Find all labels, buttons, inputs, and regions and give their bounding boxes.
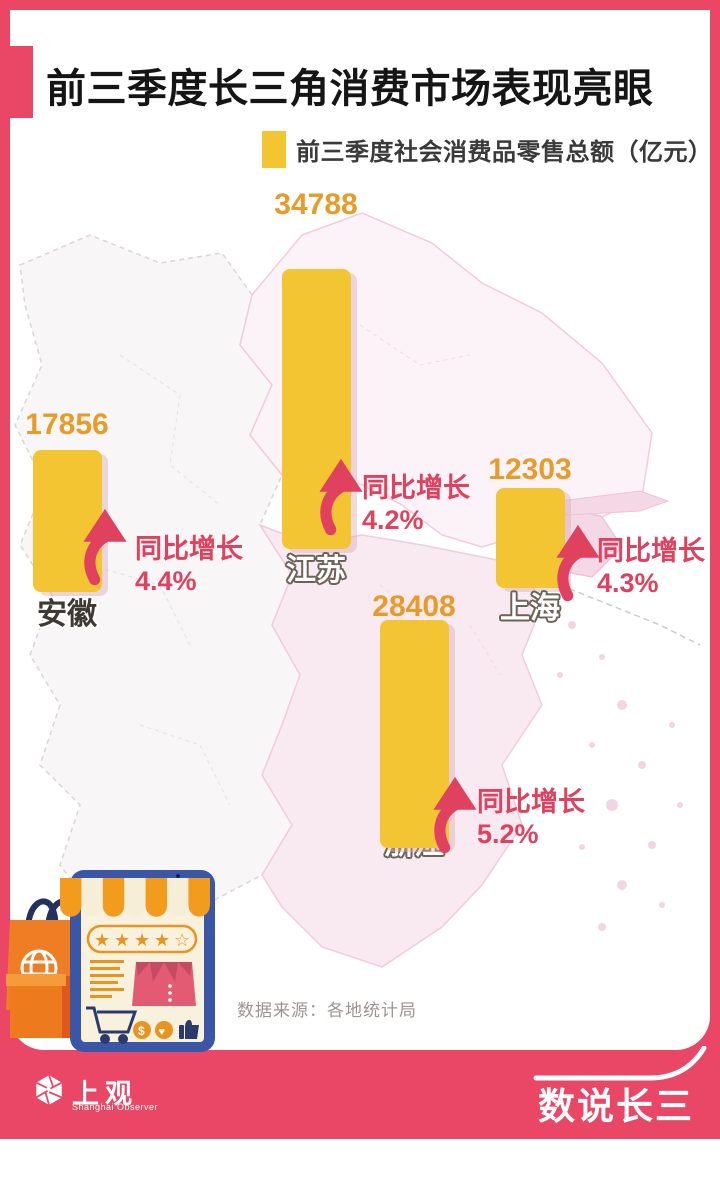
map-island-chongming [559,490,670,516]
growth-percent: 5.2% [477,819,539,849]
svg-text:☆: ☆ [174,930,190,950]
shirt-icon [132,962,196,1006]
bar-jiangsu [282,269,351,549]
svg-text:♥: ♥ [159,1026,166,1038]
title-accent-bar [10,46,33,118]
growth-arrow-icon [433,776,477,854]
series-title: 数说长三角 [538,1087,694,1182]
svg-text:★: ★ [94,930,110,950]
svg-text:★: ★ [114,930,130,950]
growth-label: 同比增长 [362,473,470,503]
region-jiangsu: 34788 江苏 同比增长 4.2% [274,188,470,587]
page-title: 前三季度长三角消费市场表现亮眼 [46,67,654,111]
dollar-coin-icon: $ [133,1021,151,1039]
growth-percent: 4.2% [362,505,424,535]
growth-label: 同比增长 [135,534,243,564]
growth-text: 同比增长 4.4% [135,533,243,597]
province-label: 安徽 [37,598,97,631]
star-rating-icon: ★ ★ ★ ★ ☆ [86,924,198,954]
growth-text: 同比增长 4.3% [597,535,705,599]
growth-percent: 4.3% [597,568,659,598]
growth-text: 同比增长 5.2% [477,786,585,850]
data-source: 数据来源：各地统计局 [237,1001,417,1020]
province-label: 江苏 [286,554,346,587]
infographic-page: 前三季度长三角消费市场表现亮眼 前三季度社会消费品零售总额（亿元） 17856 … [0,0,720,1139]
map-internal-borders-gray [89,354,231,806]
legend-label: 前三季度社会消费品零售总额（亿元） [296,138,713,166]
logo-chinese-name: 上观 [72,1079,138,1109]
value-label: 17856 [25,408,109,441]
svg-text:★: ★ [154,930,170,950]
text-lines-icon [90,960,124,998]
province-label: 上海 [500,592,560,625]
value-label: 12303 [488,453,572,486]
heart-icon: ♥ [155,1021,173,1039]
growth-arrow-icon [83,508,127,586]
map-islands [557,621,683,931]
footer-decorative-curve [533,1046,707,1081]
logo-english-name: Shanghai Observer [72,1102,159,1112]
map-coastline-dashes [559,584,701,646]
bar-zhejiang [380,620,449,848]
value-label: 34788 [274,188,358,221]
growth-arrow-icon [319,458,363,536]
region-anhui: 17856 安徽 同比增长 4.4% [25,408,243,631]
svg-text:★: ★ [134,930,150,950]
legend: 前三季度社会消费品零售总额（亿元） [262,129,713,169]
shopping-cart-icon [86,1006,138,1044]
svg-text:$: $ [138,1024,145,1038]
shopping-tablet-illustration: ★ ★ ★ ★ ☆ [6,870,215,1052]
growth-percent: 4.4% [135,566,197,596]
region-zhejiang: 28408 浙江 同比增长 5.2% [372,590,585,860]
growth-label: 同比增长 [597,536,705,566]
shanghai-observer-logo [35,1074,63,1106]
value-label: 28408 [372,590,456,623]
thumbs-up-icon [179,1019,199,1039]
growth-arrow-icon [556,524,600,602]
region-shanghai: 12303 上海 同比增长 4.3% [488,453,705,625]
growth-label: 同比增长 [477,787,585,817]
growth-text: 同比增长 4.2% [362,472,470,536]
legend-color-swatch [262,130,286,168]
storefront-awning-icon [59,878,210,917]
bar-shanghai [496,488,565,588]
